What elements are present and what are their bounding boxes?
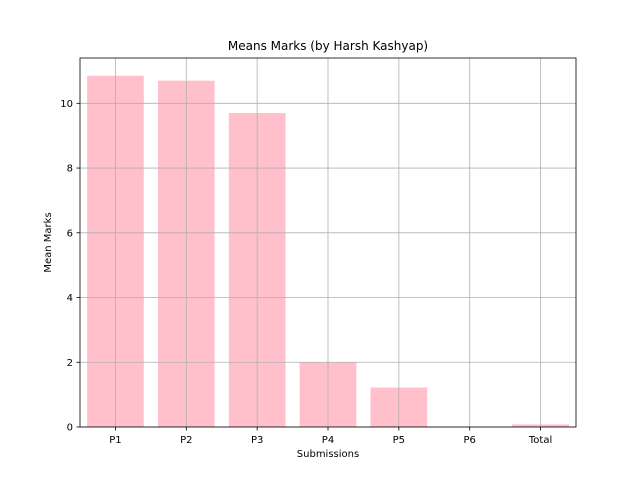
x-tick-label: P1 — [109, 435, 121, 446]
y-tick-label: 8 — [67, 164, 73, 175]
x-tick-label: P2 — [180, 435, 192, 446]
y-axis-label: Mean Marks — [43, 212, 54, 272]
y-tick-label: 2 — [67, 358, 73, 369]
y-tick-label: 6 — [67, 228, 73, 239]
ticks-layer: P1 P2 P3 P4 P5 P6 Total 0 2 4 6 8 10 — [60, 99, 552, 446]
x-tick-label: P6 — [464, 435, 476, 446]
x-tick-label: P5 — [393, 435, 405, 446]
x-tick-label: P3 — [251, 435, 263, 446]
x-tick-label: Total — [528, 435, 552, 446]
y-tick-label: 10 — [60, 99, 73, 110]
y-tick-label: 0 — [67, 423, 73, 434]
x-axis-label: Submissions — [297, 449, 359, 460]
y-tick-label: 4 — [67, 293, 73, 304]
x-tick-label: P4 — [322, 435, 334, 446]
chart-title: Means Marks (by Harsh Kashyap) — [228, 39, 428, 53]
